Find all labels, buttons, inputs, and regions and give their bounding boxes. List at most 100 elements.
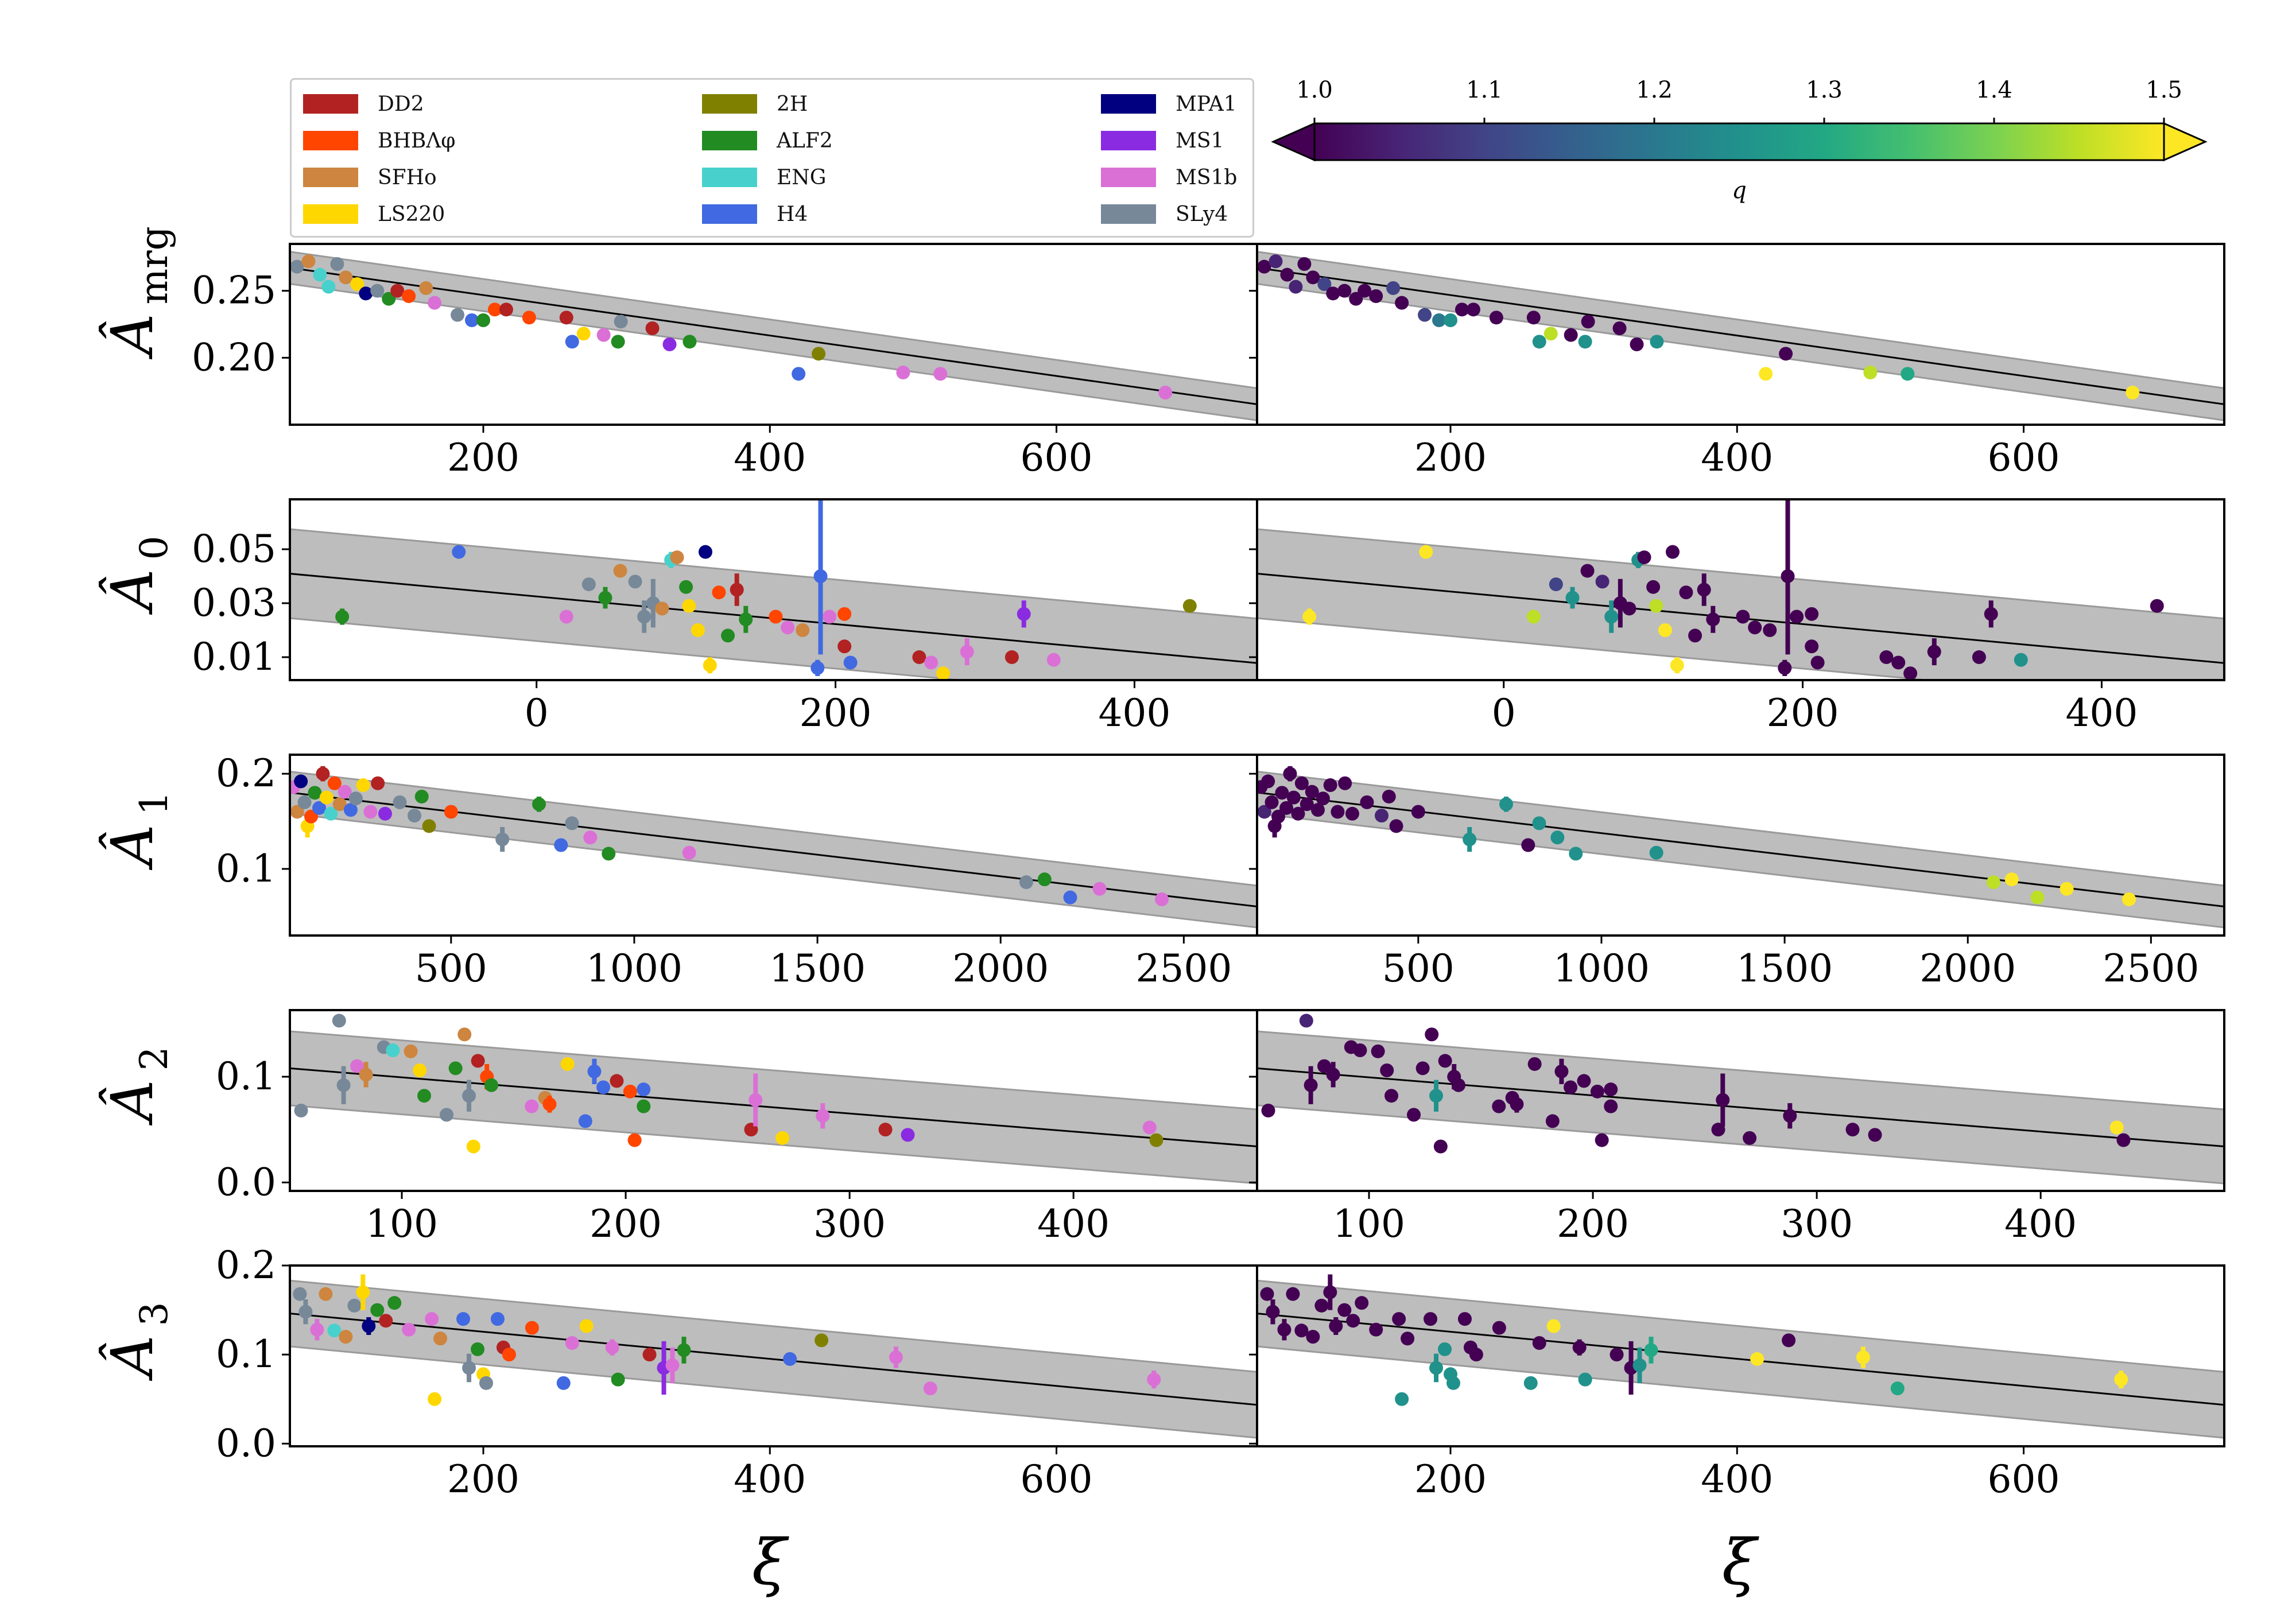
data-point (2060, 882, 2074, 896)
data-point (1147, 1372, 1161, 1387)
axes-frame (1256, 1009, 2225, 1192)
data-point (1526, 310, 1541, 325)
data-point (1280, 267, 1294, 282)
data-point (1346, 1314, 1360, 1328)
data-point (679, 580, 693, 594)
data-point (637, 1082, 651, 1097)
data-point (1349, 292, 1363, 306)
data-point (703, 658, 717, 673)
data-point (699, 545, 713, 559)
data-point (596, 328, 611, 342)
data-point (623, 1084, 637, 1098)
data-point (576, 327, 591, 341)
legend-swatch (1101, 204, 1156, 224)
data-point (602, 847, 616, 861)
legend-label: LS220 (378, 202, 445, 226)
panel-eos-row-5: 200 400 600 0.0 0.1 0.2 (216, 1243, 1258, 1501)
data-point (559, 610, 573, 624)
data-point (813, 569, 828, 583)
x-tick-label: 300 (1781, 1202, 1853, 1246)
data-point (605, 1340, 619, 1354)
data-point (294, 774, 308, 789)
data-point (525, 1321, 539, 1335)
data-point (1355, 1296, 1369, 1310)
data-point (1903, 666, 1918, 680)
data-point (645, 321, 660, 335)
data-point (1271, 809, 1286, 824)
y-tick-label: 0.1 (216, 1054, 276, 1098)
x-tick-label: 2500 (2103, 946, 2199, 991)
legend-swatch (1101, 168, 1156, 187)
data-point (843, 655, 858, 670)
data-point (332, 1014, 346, 1028)
data-point (1489, 310, 1503, 325)
data-point (721, 628, 735, 643)
data-point (1286, 1287, 1300, 1301)
data-point (1510, 1097, 1524, 1111)
data-point (1526, 610, 1541, 624)
legend-item: ENG (702, 166, 827, 189)
data-point (1395, 1392, 1409, 1406)
fit-line (290, 267, 1257, 405)
panel-q-row-4: 100 200 300 400 (1249, 1009, 2225, 1246)
data-point (2126, 386, 2140, 399)
data-point (1395, 296, 1409, 310)
y-tick-label: 0.20 (192, 335, 276, 379)
data-point (1418, 308, 1432, 322)
data-point (682, 599, 696, 613)
data-point (1868, 1128, 1882, 1142)
data-point (1759, 367, 1773, 381)
legend-label: ALF2 (777, 129, 833, 153)
data-point (1595, 575, 1609, 589)
data-point (332, 797, 347, 812)
data-point (1466, 302, 1480, 317)
data-point (370, 284, 385, 298)
legend-swatch (303, 94, 358, 114)
legend-item: 2H (702, 92, 808, 116)
data-point (499, 302, 513, 317)
legend-label: MPA1 (1176, 92, 1237, 116)
data-point (1411, 805, 1425, 819)
data-point (298, 1305, 313, 1319)
x-tick-label: 500 (415, 946, 487, 991)
plot-area (1257, 766, 2224, 929)
data-point (1326, 1068, 1340, 1082)
data-point (1927, 645, 1941, 659)
x-tick-label: 200 (447, 436, 519, 480)
data-point (2150, 599, 2164, 613)
data-point (359, 286, 373, 301)
panel-q-row-3: 500 1000 1500 2000 2500 (1249, 754, 2225, 991)
data-point (413, 1063, 427, 1077)
data-point (730, 583, 744, 597)
legend-item: LS220 (303, 203, 445, 226)
y-tick-label: 0.25 (192, 269, 276, 313)
data-point (628, 575, 642, 589)
plot-area (290, 499, 1257, 680)
plot-area (1257, 1274, 2224, 1439)
data-point (404, 1044, 418, 1058)
data-point (476, 313, 490, 327)
data-point (1092, 882, 1107, 896)
y-axis-label-symbol: Â (99, 313, 166, 359)
y-tick-label: 0.0 (216, 1421, 276, 1465)
colorbar-right-extension (2163, 122, 2208, 162)
data-point (611, 335, 625, 349)
data-point (1429, 1361, 1444, 1375)
data-point (1375, 809, 1389, 823)
x-axis-label-left: ξ (752, 1526, 790, 1599)
data-point (565, 816, 579, 830)
legend-item: MS1 (1101, 129, 1224, 153)
data-point (1590, 1084, 1604, 1098)
data-point (1748, 620, 1762, 635)
data-point (1782, 1333, 1796, 1348)
data-point (1279, 801, 1294, 815)
legend-item: ALF2 (702, 129, 833, 153)
data-point (387, 1296, 402, 1310)
data-point (462, 1361, 476, 1375)
legend-swatch (303, 168, 358, 187)
data-point (522, 310, 536, 325)
data-point (1781, 569, 1795, 583)
data-point (1386, 281, 1401, 295)
data-point (293, 1287, 307, 1301)
